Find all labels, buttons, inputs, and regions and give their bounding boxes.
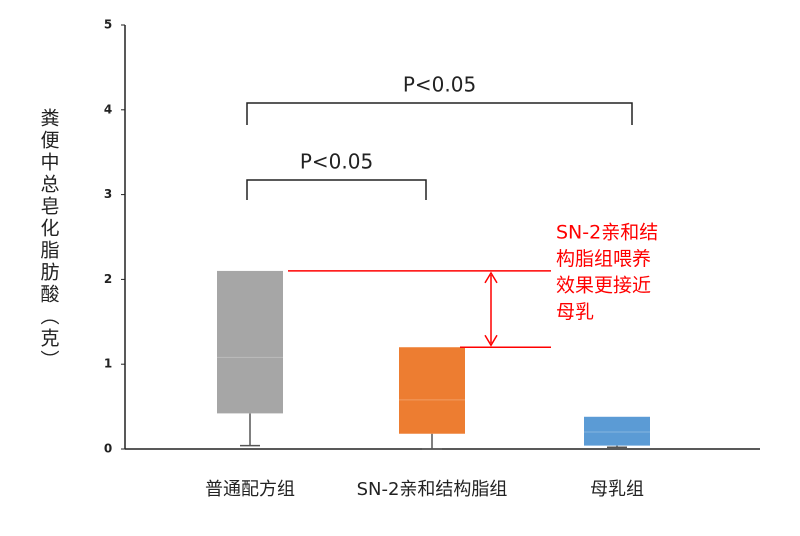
box [217, 270, 283, 414]
y-tick-label: 1 [104, 357, 112, 371]
arrow-head [484, 271, 498, 284]
box [399, 347, 465, 434]
y-tick-label: 3 [104, 187, 112, 201]
y-tick-label: 4 [104, 102, 112, 116]
annotation: 构脂组喂养 [556, 248, 651, 270]
y-tick-label: 5 [104, 18, 112, 32]
significance-bracket [246, 179, 427, 200]
y-axis-label: 粪便中总皂化脂肪酸（克） [38, 108, 60, 372]
annotation: 母乳 [556, 301, 594, 323]
y-tick-label: 0 [104, 442, 112, 456]
arrow-head [484, 334, 498, 347]
x-tick-label: 母乳组 [590, 479, 644, 500]
significance-label: P<0.05 [403, 73, 476, 97]
x-tick-label: SN-2亲和结构脂组 [357, 479, 508, 500]
annotation: SN-2亲和结 [556, 222, 658, 244]
box [584, 416, 650, 446]
annotation: 效果更接近 [556, 275, 651, 297]
x-tick-label: 普通配方组 [205, 479, 295, 500]
significance-label: P<0.05 [300, 150, 373, 174]
y-tick-label: 2 [104, 272, 112, 286]
significance-bracket [246, 102, 633, 125]
